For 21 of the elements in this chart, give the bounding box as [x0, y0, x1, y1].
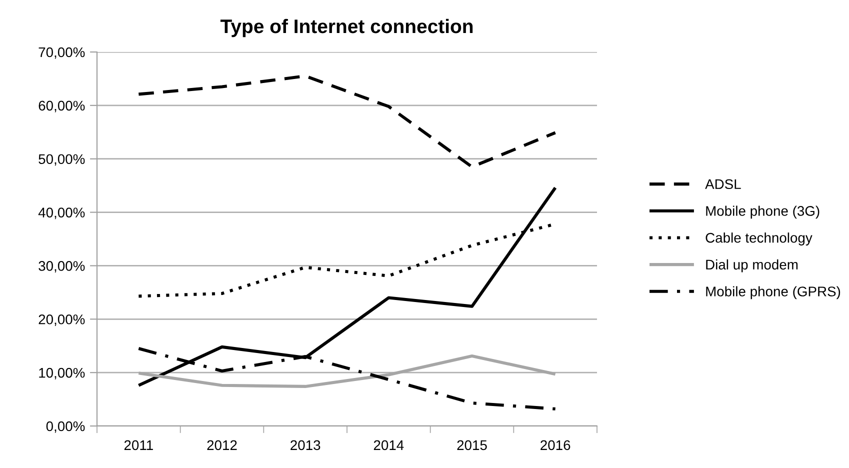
legend-label: Mobile phone (3G) [706, 206, 820, 219]
legend-label: ADSL [705, 179, 741, 190]
y-tick-label: 50,00% [38, 154, 85, 166]
line-series [137, 74, 557, 168]
y-tick-label: 30,00% [38, 261, 85, 273]
y-tick-label: 20,00% [38, 314, 85, 326]
x-tick-label: 2016 [540, 440, 570, 450]
x-tick-label: 2012 [207, 440, 237, 450]
legend-label: Mobile phone (GPRS) [706, 286, 840, 300]
y-tick-label: 40,00% [38, 208, 85, 220]
x-tick-label: 2014 [374, 440, 404, 450]
legend-label: Cable technology [706, 232, 812, 246]
y-tick-label: 60,00% [38, 100, 85, 112]
x-tick-label: 2015 [457, 440, 487, 450]
y-tick-label: 0,00% [46, 421, 85, 433]
y-tick-label: 10,00% [39, 368, 85, 380]
x-tick-label: 2011 [124, 440, 153, 450]
chart-title: Type of Internet connection [220, 18, 473, 38]
y-tick-label: 70,00% [38, 47, 85, 59]
legend-label: Dial up modem [706, 259, 798, 272]
x-tick-label: 2013 [290, 440, 320, 450]
